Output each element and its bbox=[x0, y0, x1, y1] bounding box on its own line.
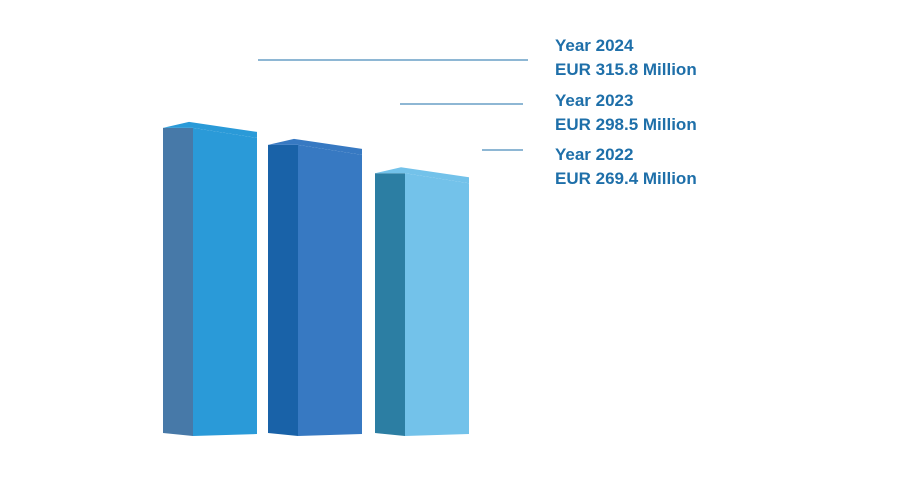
bar-top-1 bbox=[268, 138, 362, 155]
category-label-2: Year 2022 bbox=[555, 145, 633, 164]
bar-front-0 bbox=[193, 127, 257, 436]
bar-top-0 bbox=[163, 121, 257, 138]
bar-front-2 bbox=[405, 173, 469, 436]
value-label-1: EUR 298.5 Million bbox=[555, 115, 697, 134]
value-label-0: EUR 315.8 Million bbox=[555, 60, 697, 79]
bar-side-2 bbox=[375, 173, 405, 436]
category-label-0: Year 2024 bbox=[555, 36, 634, 55]
bar-top-2 bbox=[375, 167, 469, 184]
bar-front-1 bbox=[298, 144, 362, 437]
value-label-2: EUR 269.4 Million bbox=[555, 169, 697, 188]
category-label-1: Year 2023 bbox=[555, 91, 633, 110]
bar-side-0 bbox=[163, 127, 193, 436]
bar-side-1 bbox=[268, 144, 298, 437]
